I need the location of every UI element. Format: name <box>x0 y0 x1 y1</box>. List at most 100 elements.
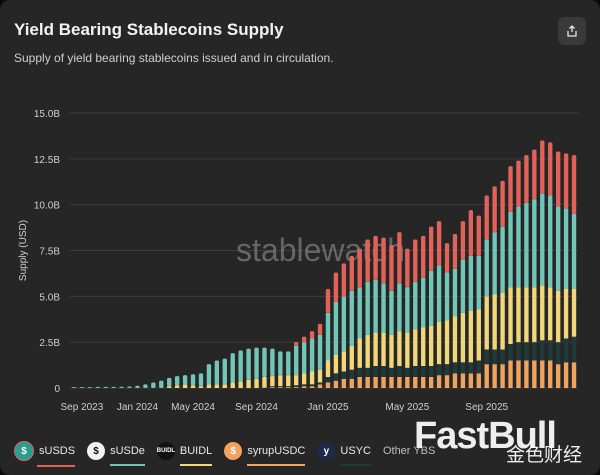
bar-segment-syrupusdc <box>397 377 402 388</box>
bar-segment-susde <box>87 387 93 388</box>
bar-segment-susds <box>532 149 537 200</box>
bar-segment-susde <box>238 350 243 382</box>
bar-segment-syrupusdc <box>405 377 410 388</box>
bar-segment-buidl <box>516 287 521 343</box>
bar-segment-susds <box>389 245 394 291</box>
bar-segment-syrupusdc <box>500 364 505 388</box>
bar-segment-syrupusdc <box>532 360 537 388</box>
bar-segment-susde <box>428 270 434 326</box>
bar-segment-usyc <box>270 386 275 388</box>
bar-segment-usyc <box>309 384 315 387</box>
bar-segment-susds <box>413 239 418 282</box>
bar-segment-buidl <box>286 375 291 387</box>
bar-segment-buidl <box>294 375 299 386</box>
bar-segment-susds <box>460 221 466 260</box>
bar-segment-susde <box>111 386 116 388</box>
x-tick-label: May 2025 <box>385 402 429 413</box>
bar-segment-buidl <box>413 329 418 366</box>
bar-segment-susde <box>286 351 291 376</box>
bar-segment-buidl <box>214 384 220 388</box>
bar-segment-syrupusdc <box>540 360 545 388</box>
x-tick-label: Jan 2024 <box>117 402 159 413</box>
bar-segment-susds <box>381 237 386 284</box>
bar-segment-usyc <box>492 349 497 365</box>
chart-watermark: stablewatch <box>236 232 405 268</box>
bar-segment-syrupusdc <box>548 360 553 388</box>
bar-segment-susde <box>532 199 537 288</box>
bar-segment-susde <box>563 208 569 289</box>
bar-segment-buidl <box>174 385 180 388</box>
bar-segment-buidl <box>254 378 259 388</box>
bar-segment-buidl <box>190 385 196 388</box>
bar-segment-usyc <box>484 349 489 365</box>
bar-segment-susde <box>452 268 458 317</box>
bar-segment-usyc <box>389 367 394 377</box>
bar-segment-susds <box>444 243 450 273</box>
bar-segment-syrupusdc <box>476 373 481 388</box>
bar-segment-susde <box>222 358 227 385</box>
bar-segment-usyc <box>286 386 291 388</box>
bar-segment-susde <box>317 334 323 370</box>
bar-segment-usyc <box>413 366 418 377</box>
buidl-icon: BUIDL <box>157 442 175 460</box>
bar-segment-susde <box>357 287 362 339</box>
legend-item-usyc[interactable]: y USYC <box>317 442 371 466</box>
bar-segment-syrupusdc <box>333 380 339 388</box>
bar-segment-susde <box>373 279 378 333</box>
bar-segment-susde <box>246 348 251 380</box>
bar-segment-susds <box>365 239 370 282</box>
bar-segment-susds <box>294 342 299 346</box>
bar-segment-susde <box>516 206 521 288</box>
bar-segment-buidl <box>262 377 267 388</box>
bar-segment-buidl <box>222 384 227 388</box>
bar-segment-susde <box>476 256 481 310</box>
legend-item-other-ybs[interactable]: Other YBS <box>383 445 435 457</box>
bar-segment-susde <box>397 283 402 332</box>
bar-segment-syrupusdc <box>262 387 267 388</box>
bar-segment-susde <box>95 386 100 388</box>
bar-segment-buidl <box>571 289 577 337</box>
bar-segment-susde <box>270 348 275 377</box>
bar-segment-buidl <box>381 333 386 366</box>
bar-segment-buidl <box>405 333 410 368</box>
share-button[interactable] <box>558 17 586 45</box>
bar-segment-syrupusdc <box>341 378 347 388</box>
legend-item-susds[interactable]: $ sUSDS <box>14 441 76 467</box>
bar-segment-syrupusdc <box>468 373 474 388</box>
bar-segment-syrupusdc <box>516 360 521 388</box>
bar-segment-susds <box>317 323 323 335</box>
legend-label: Other YBS <box>382 445 436 457</box>
bar-segment-buidl <box>301 373 307 385</box>
bar-segment-susde <box>421 278 426 328</box>
bar-segment-susds <box>436 221 442 266</box>
bar-segment-susde <box>492 232 497 295</box>
bar-segment-buidl <box>206 384 212 388</box>
bar-segment-usyc <box>357 367 362 377</box>
bar-segment-susds <box>349 256 354 291</box>
bar-segment-buidl <box>540 285 545 341</box>
bar-segment-buidl <box>444 320 450 365</box>
x-tick-label: Sep 2024 <box>235 402 278 413</box>
bar-segment-syrupusdc <box>317 384 323 388</box>
legend-item-syrupusdc[interactable]: $ syrupUSDC <box>224 442 306 466</box>
bar-segment-buidl <box>309 371 315 385</box>
legend-item-buidl[interactable]: BUIDL BUIDL <box>157 442 213 466</box>
bar-segment-susde <box>151 382 156 388</box>
bar-segment-usyc <box>373 366 378 377</box>
bar-segment-susde <box>230 353 235 383</box>
bar-segment-susde <box>254 347 259 379</box>
chart-area: 0 2.5B 5.0B 7.5B 10.0B 12.5B 15.0B Supply (USD)… <box>0 95 600 425</box>
bar-segment-syrupusdc <box>325 382 331 388</box>
bar-segment-usyc <box>500 349 505 365</box>
bar-segment-usyc <box>452 362 458 374</box>
bar-segment-buidl <box>508 287 513 344</box>
bar-segment-syrupusdc <box>571 362 577 388</box>
bar-segment-usyc <box>548 340 553 361</box>
x-tick-label: Sep 2025 <box>465 402 508 413</box>
legend-item-susde[interactable]: $ sUSDe <box>87 442 145 466</box>
bar-segment-susds <box>421 235 426 278</box>
y-tick-label: 12.5B <box>34 155 60 166</box>
bar-segment-syrupusdc <box>413 377 418 388</box>
bar-segment-syrupusdc <box>365 377 370 388</box>
